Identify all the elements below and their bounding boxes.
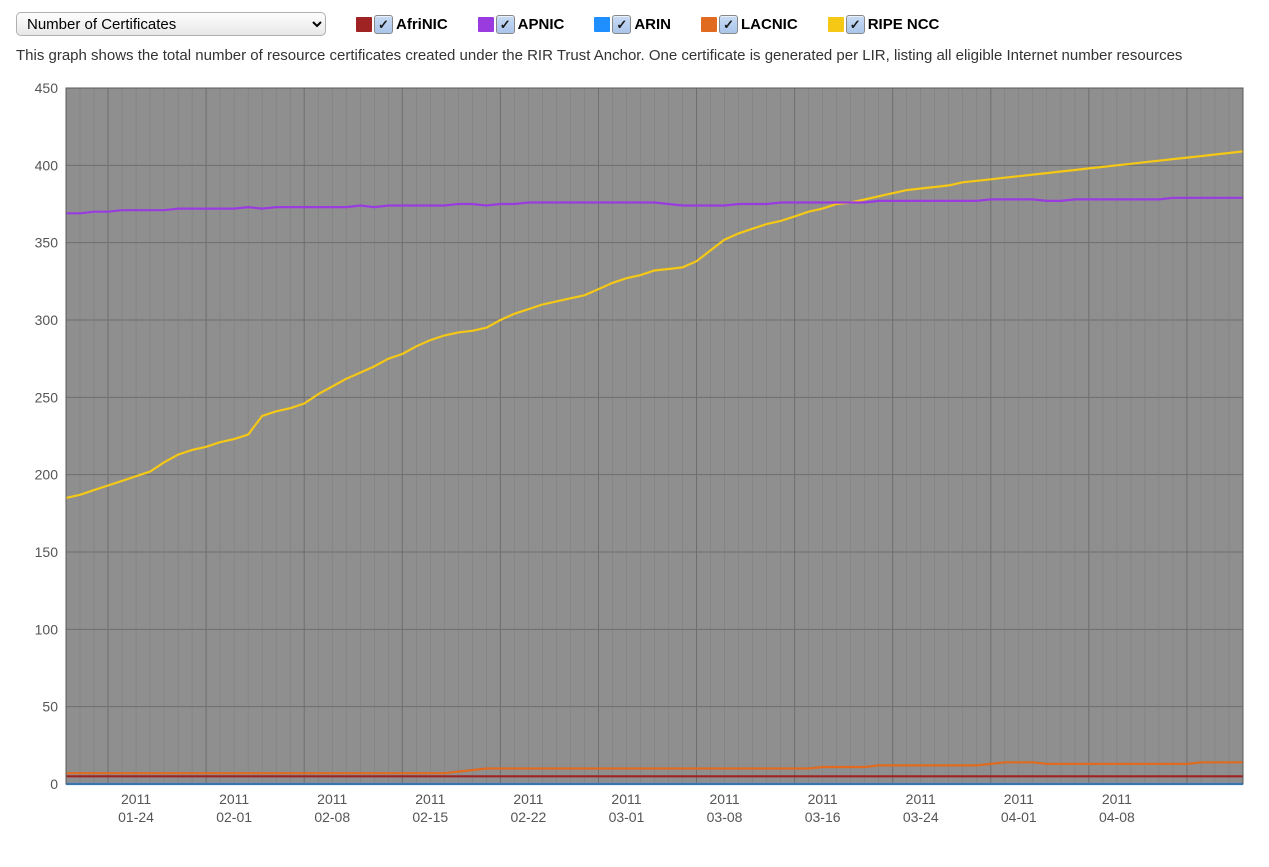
legend-label: LACNIC [741,16,798,33]
legend-swatch [594,17,610,32]
x-tick-year: 2011 [219,791,249,807]
legend-checkbox[interactable] [846,15,865,34]
legend-swatch [828,17,844,32]
x-tick-year: 2011 [611,791,641,807]
controls-row: Number of Certificates AfriNIC APNIC ARIN L… [16,12,1253,36]
legend-item-apnic[interactable]: APNIC [478,15,565,34]
x-tick-md: 04-01 [1001,809,1037,825]
y-tick-label: 350 [35,235,59,251]
y-tick-label: 100 [35,622,59,638]
legend-item-ripencc[interactable]: RIPE NCC [828,15,940,34]
y-tick-label: 300 [35,312,59,328]
metric-select[interactable]: Number of Certificates [16,12,326,36]
x-tick-year: 2011 [808,791,838,807]
line-chart: 0 50 100 150 200 250 300 350 400 450 2011 01-24 2011… [16,80,1253,840]
x-tick-md: 04-08 [1099,809,1135,825]
x-tick-year: 2011 [906,791,936,807]
legend-label: RIPE NCC [868,16,940,33]
chart-description: This graph shows the total number of res… [16,46,1253,66]
x-tick-md: 02-01 [216,809,252,825]
legend-label: APNIC [518,16,565,33]
legend-item-arin[interactable]: ARIN [594,15,671,34]
x-tick-md: 03-08 [707,809,743,825]
legend-swatch [701,17,717,32]
x-tick-year: 2011 [710,791,740,807]
x-tick-year: 2011 [415,791,445,807]
y-tick-label: 200 [35,467,59,483]
y-tick-label: 400 [35,158,59,174]
legend-swatch [478,17,494,32]
legend-checkbox[interactable] [374,15,393,34]
x-tick-year: 2011 [317,791,347,807]
legend: AfriNIC APNIC ARIN LACNIC RIPE NCC [356,15,939,34]
x-tick-md: 03-24 [903,809,939,825]
x-tick-md: 03-16 [805,809,841,825]
legend-item-lacnic[interactable]: LACNIC [701,15,798,34]
legend-label: AfriNIC [396,16,448,33]
x-tick-md: 03-01 [609,809,645,825]
x-tick-md: 02-15 [412,809,448,825]
x-tick-year: 2011 [1004,791,1034,807]
legend-item-afrinic[interactable]: AfriNIC [356,15,448,34]
chart-container: 0 50 100 150 200 250 300 350 400 450 2011 01-24 2011… [16,80,1253,840]
y-tick-label: 450 [35,80,59,96]
x-tick-year: 2011 [121,791,151,807]
y-tick-label: 50 [42,699,58,715]
y-tick-label: 150 [35,544,59,560]
legend-checkbox[interactable] [612,15,631,34]
legend-checkbox[interactable] [719,15,738,34]
x-tick-md: 01-24 [118,809,154,825]
y-tick-label: 0 [50,776,58,792]
x-tick-md: 02-22 [510,809,546,825]
legend-label: ARIN [634,16,671,33]
y-tick-label: 250 [35,390,59,406]
x-tick-md: 02-08 [314,809,350,825]
x-tick-year: 2011 [1102,791,1132,807]
x-tick-year: 2011 [513,791,543,807]
legend-checkbox[interactable] [496,15,515,34]
legend-swatch [356,17,372,32]
